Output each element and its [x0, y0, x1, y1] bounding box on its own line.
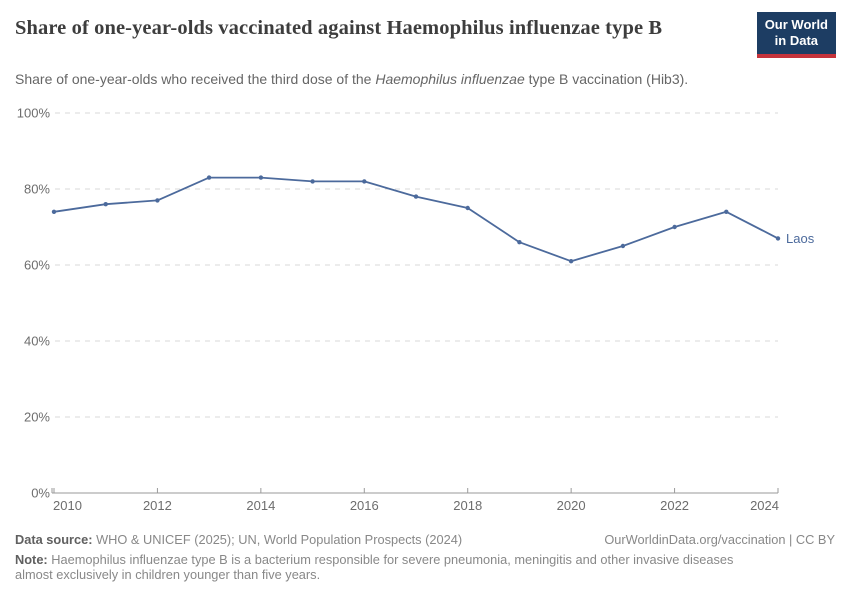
- data-source-text: WHO & UNICEF (2025); UN, World Populatio…: [92, 532, 463, 547]
- subtitle-text-italic: Haemophilus influenzae: [375, 71, 525, 87]
- y-axis-label: 20%: [24, 410, 50, 425]
- data-point: [724, 209, 729, 214]
- footer-source-row: Data source: WHO & UNICEF (2025); UN, Wo…: [15, 532, 835, 547]
- line-chart: 0% 20% 40% 60% 80% 100% 2010 2012 2014 2016 2018 20…: [17, 106, 815, 514]
- chart-footer: Data source: WHO & UNICEF (2025); UN, Wo…: [15, 532, 835, 582]
- y-axis-label: 100%: [17, 106, 51, 121]
- data-point: [51, 209, 57, 214]
- data-point: [517, 240, 522, 245]
- data-source-line: Data source: WHO & UNICEF (2025); UN, Wo…: [15, 532, 462, 547]
- data-point: [775, 236, 781, 241]
- data-point: [620, 243, 626, 249]
- data-point: [310, 179, 315, 184]
- x-axis-label: 2024: [750, 498, 779, 513]
- data-point: [672, 224, 677, 230]
- x-axis-label: 2010: [53, 498, 82, 513]
- x-axis-label: 2020: [557, 498, 586, 513]
- y-axis-label: 60%: [24, 258, 50, 273]
- note-label: Note:: [15, 552, 48, 567]
- page-title: Share of one-year-olds vaccinated agains…: [15, 17, 663, 39]
- y-axis-label: 80%: [24, 182, 50, 197]
- data-point: [362, 179, 367, 184]
- data-point: [413, 194, 419, 199]
- subtitle-text-post: type B vaccination (Hib3).: [524, 71, 689, 87]
- data-point: [103, 202, 108, 207]
- data-point: [258, 175, 264, 180]
- owid-logo: Our World in Data: [756, 12, 836, 58]
- note-line: Note: Haemophilus influenzae type B is a…: [15, 552, 765, 582]
- owid-logo-line2: in Data: [774, 33, 819, 49]
- data-point: [568, 259, 574, 264]
- data-point: [155, 198, 160, 203]
- data-point: [206, 175, 212, 180]
- series-end-label: Laos: [786, 231, 815, 246]
- y-axis-label: 40%: [24, 334, 50, 349]
- data-line: [53, 176, 779, 263]
- data-point: [465, 205, 470, 211]
- owid-logo-line1: Our World: [764, 17, 828, 32]
- x-axis-label: 2014: [246, 498, 275, 513]
- x-axis-label: 2022: [660, 498, 689, 513]
- y-axis-label: 0%: [31, 486, 50, 501]
- x-axis-label: 2018: [453, 498, 482, 513]
- subtitle-text-pre: Share of one-year-olds who received the …: [15, 71, 376, 87]
- data-source-label: Data source:: [15, 532, 93, 547]
- license-line[interactable]: OurWorldinData.org/vaccination | CC BY: [604, 532, 835, 547]
- note-text: Haemophilus influenzae type B is a bacte…: [15, 552, 734, 583]
- x-axis-label: 2012: [143, 498, 172, 513]
- chart-subtitle: Share of one-year-olds who received the …: [15, 71, 688, 87]
- x-axis-label: 2016: [350, 498, 379, 513]
